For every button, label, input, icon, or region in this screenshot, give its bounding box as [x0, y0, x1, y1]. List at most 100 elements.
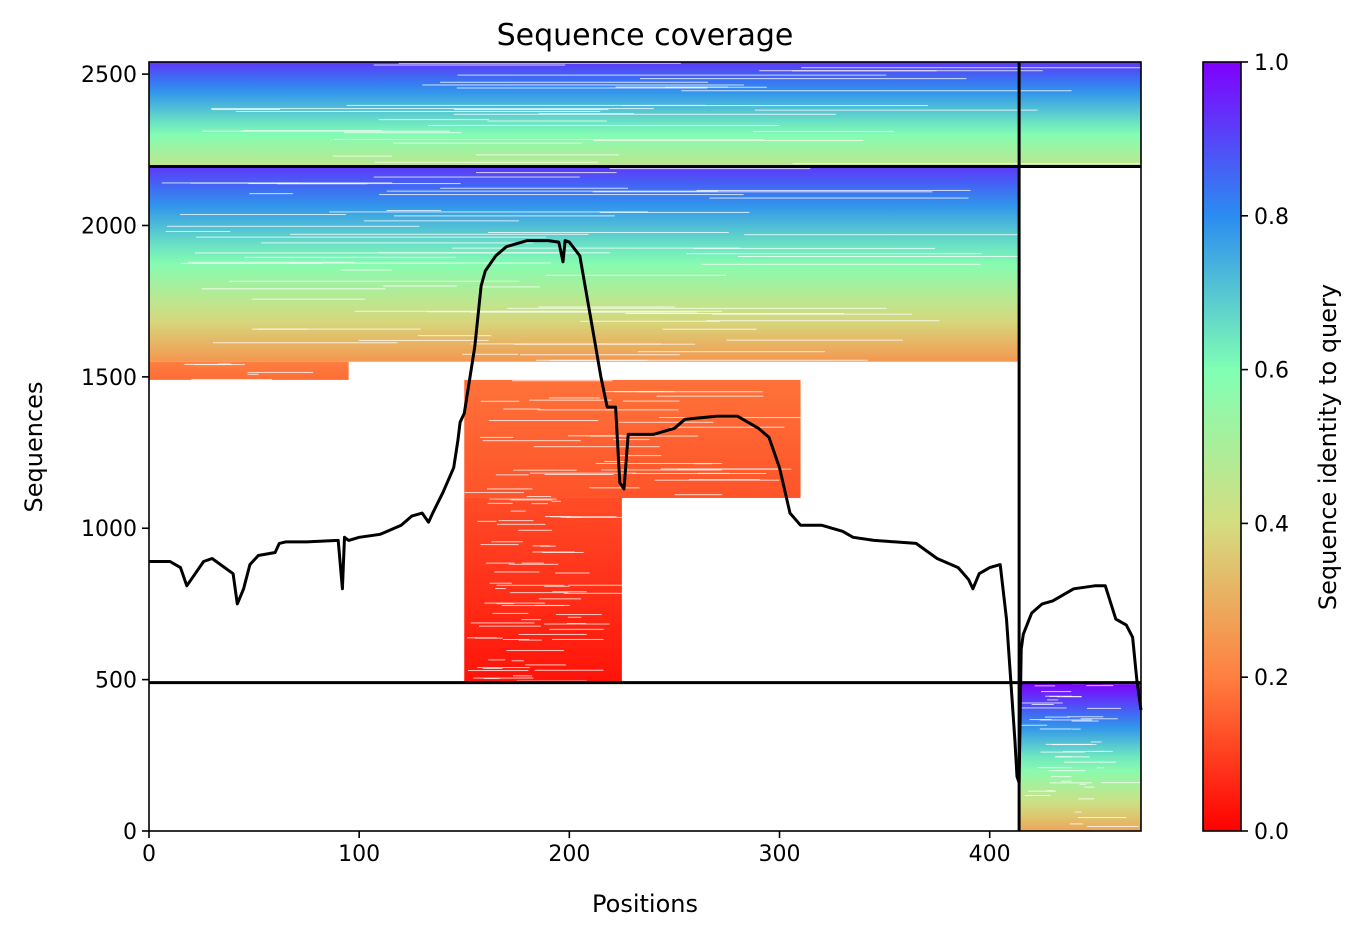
gap-streak [475, 154, 620, 156]
gap-streak [531, 503, 549, 505]
gap-streak [518, 639, 542, 641]
gap-streak [538, 598, 582, 600]
gap-streak [165, 231, 231, 233]
gap-streak [332, 155, 392, 157]
gap-streak [754, 109, 1038, 111]
gap-streak [487, 502, 513, 504]
gap-streak [456, 87, 708, 89]
gap-streak [212, 342, 398, 344]
gap-streak [1086, 685, 1114, 687]
gap-streak [229, 280, 520, 282]
gap-streak [701, 263, 981, 265]
gap-streak [477, 667, 530, 669]
gap-streak [792, 163, 1141, 165]
gap-streak [656, 395, 764, 397]
gap-streak [218, 363, 231, 365]
gap-streak [482, 440, 581, 442]
gap-streak [670, 426, 785, 428]
gap-streak [696, 189, 971, 191]
gap-streak [694, 463, 713, 465]
gap-streak [194, 364, 245, 366]
gap-streak [489, 498, 557, 500]
gap-streak [491, 541, 523, 543]
gap-streak [525, 664, 566, 666]
gap-streak [1067, 716, 1104, 718]
gap-streak [677, 468, 792, 470]
gap-streak [568, 584, 622, 586]
gap-streak [482, 667, 503, 669]
gap-streak [497, 523, 546, 525]
gap-streak [277, 183, 368, 185]
gap-streak [1039, 728, 1072, 730]
gap-streak [513, 675, 533, 677]
y-axis-label: Sequences [20, 382, 48, 513]
gap-streak [235, 110, 601, 112]
y-tick-label: 500 [95, 669, 137, 694]
coverage-gaps [161, 62, 1141, 832]
gap-streak [247, 371, 314, 373]
gap-streak [488, 659, 506, 661]
gap-streak [340, 269, 392, 271]
gap-streak [1069, 823, 1084, 825]
gap-streak [464, 492, 524, 494]
coverage-block-partial-region-mid [464, 379, 801, 498]
gap-streak [346, 104, 707, 106]
gap-streak [393, 215, 615, 217]
gap-streak [693, 247, 935, 249]
gap-streak [462, 353, 519, 355]
gap-streak [543, 623, 610, 625]
gap-streak [440, 187, 628, 189]
gap-streak [483, 677, 500, 679]
gap-streak [738, 255, 1020, 257]
gap-streak [492, 612, 529, 614]
gap-streak [555, 572, 590, 574]
gap-streak [513, 343, 696, 345]
gap-streak [373, 64, 566, 66]
gap-streak [247, 373, 259, 375]
gap-streak [618, 455, 662, 457]
gap-streak [604, 460, 627, 462]
gap-streak [386, 210, 442, 212]
gap-streak [417, 335, 492, 337]
gap-streak [621, 105, 929, 107]
gap-streak [373, 176, 580, 178]
x-axis-label: Positions [592, 890, 698, 918]
gap-streak [211, 109, 281, 111]
gap-streak [540, 545, 556, 547]
gap-streak [564, 592, 622, 594]
gap-streak [290, 233, 589, 235]
gap-streak [289, 262, 552, 264]
gap-streak [398, 62, 681, 64]
gap-streak [592, 191, 933, 193]
gap-streak [549, 628, 604, 630]
gap-streak [422, 84, 745, 86]
gap-streak [1087, 707, 1122, 709]
gap-streak [801, 67, 1141, 69]
gap-streak [386, 190, 718, 192]
gap-streak [518, 633, 587, 635]
gap-streak [619, 421, 714, 423]
gap-streak [526, 496, 552, 498]
gap-streak [535, 359, 869, 361]
chart-title: Sequence coverage [497, 18, 794, 53]
colorbar-tick-label: 0.8 [1254, 205, 1289, 230]
gap-streak [520, 354, 680, 356]
gap-streak [639, 78, 967, 80]
gap-streak [509, 592, 569, 594]
gap-streak [674, 494, 723, 496]
gap-streak [565, 516, 622, 518]
gap-streak [511, 660, 524, 662]
gap-streak [195, 236, 547, 238]
gap-streak [555, 614, 602, 616]
colorbar-tick-label: 1.0 [1254, 51, 1289, 76]
gap-streak [477, 520, 497, 522]
y-tick-label: 1000 [81, 517, 137, 542]
gap-streak [521, 562, 544, 564]
gap-streak [1090, 741, 1102, 743]
x-tick-label: 100 [338, 842, 380, 867]
gap-streak [614, 391, 763, 393]
gap-streak [194, 252, 578, 254]
gap-streak [211, 108, 654, 110]
gap-streak [1027, 790, 1057, 792]
